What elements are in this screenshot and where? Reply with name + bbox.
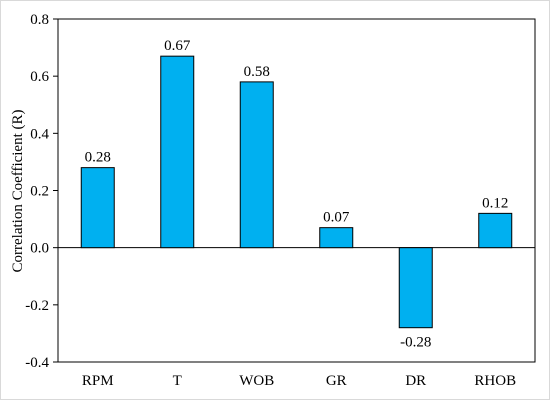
data-label: -0.28 xyxy=(400,335,431,351)
bar xyxy=(398,247,433,329)
bar xyxy=(80,167,115,249)
y-tick-label: 0.6 xyxy=(30,69,49,85)
bar xyxy=(478,212,513,249)
data-label: 0.28 xyxy=(85,150,111,166)
y-tick-label: -0.4 xyxy=(25,355,49,371)
y-tick-label: 0.0 xyxy=(30,241,49,257)
data-label: 0.67 xyxy=(164,38,191,54)
y-tick-label: 0.4 xyxy=(30,126,49,142)
x-tick-label: GR xyxy=(326,373,347,389)
data-label: 0.12 xyxy=(482,195,508,211)
x-tick-label: T xyxy=(173,373,182,389)
x-tick-label: DR xyxy=(405,373,426,389)
bar xyxy=(239,81,274,249)
y-tick-label: 0.2 xyxy=(30,184,49,200)
bar xyxy=(160,55,195,249)
y-tick-label: -0.2 xyxy=(25,298,49,314)
data-label: 0.58 xyxy=(244,64,270,80)
data-label: 0.07 xyxy=(323,210,350,226)
x-tick-label: RHOB xyxy=(474,373,516,389)
bar xyxy=(319,227,354,249)
x-tick-label: WOB xyxy=(239,373,274,389)
y-tick-label: 0.8 xyxy=(30,12,49,28)
plot-border xyxy=(57,18,536,363)
y-axis-title: Correlation Coefficient (R) xyxy=(10,109,26,272)
x-tick-label: RPM xyxy=(82,373,114,389)
plot-area: -0.4 -0.2 0.0 0.2 0.4 0.6 0.8 0.28 RPM 0.67 T 0.58 W… xyxy=(25,12,536,389)
